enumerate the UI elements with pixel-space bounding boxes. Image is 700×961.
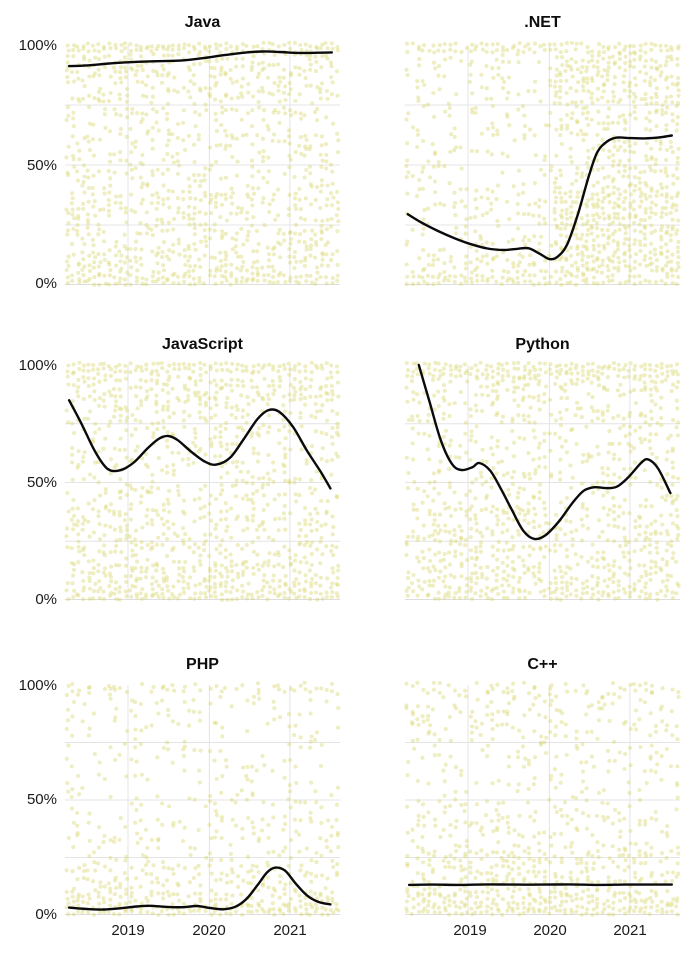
chart-title-python: Python [515, 336, 570, 353]
x-axis-tick-label: 2020 [533, 922, 567, 939]
x-axis-tick-label: 2019 [453, 922, 487, 939]
chart-canvas-php [64, 680, 341, 917]
chart-canvas-java [64, 40, 341, 287]
y-axis-tick-label: 0% [35, 275, 57, 292]
chart-canvas-cpp [404, 680, 681, 917]
x-axis-tick-label: 2021 [613, 922, 647, 939]
chart-title-cpp: C++ [527, 656, 558, 673]
chart-canvas-python [404, 360, 681, 602]
x-axis-tick-label: 2021 [273, 922, 307, 939]
y-axis-tick-label: 50% [26, 157, 57, 174]
chart-title-java: Java [184, 14, 221, 31]
chart-canvas-dotnet [404, 40, 681, 287]
chart-title-javascript: JavaScript [162, 336, 243, 353]
x-axis-tick-label: 2019 [111, 922, 145, 939]
y-axis-tick-label: 50% [26, 791, 57, 808]
chart-title-php: PHP [186, 656, 219, 673]
y-axis-tick-label: 0% [35, 591, 57, 608]
y-axis-tick-label: 100% [18, 677, 57, 694]
y-axis-tick-label: 100% [18, 37, 57, 54]
x-axis-tick-label: 2020 [192, 922, 226, 939]
chart-title-dotnet: .NET [524, 14, 561, 31]
y-axis-tick-label: 50% [26, 474, 57, 491]
y-axis-tick-label: 0% [35, 906, 57, 923]
y-axis-tick-label: 100% [18, 357, 57, 374]
chart-canvas-javascript [64, 360, 341, 602]
